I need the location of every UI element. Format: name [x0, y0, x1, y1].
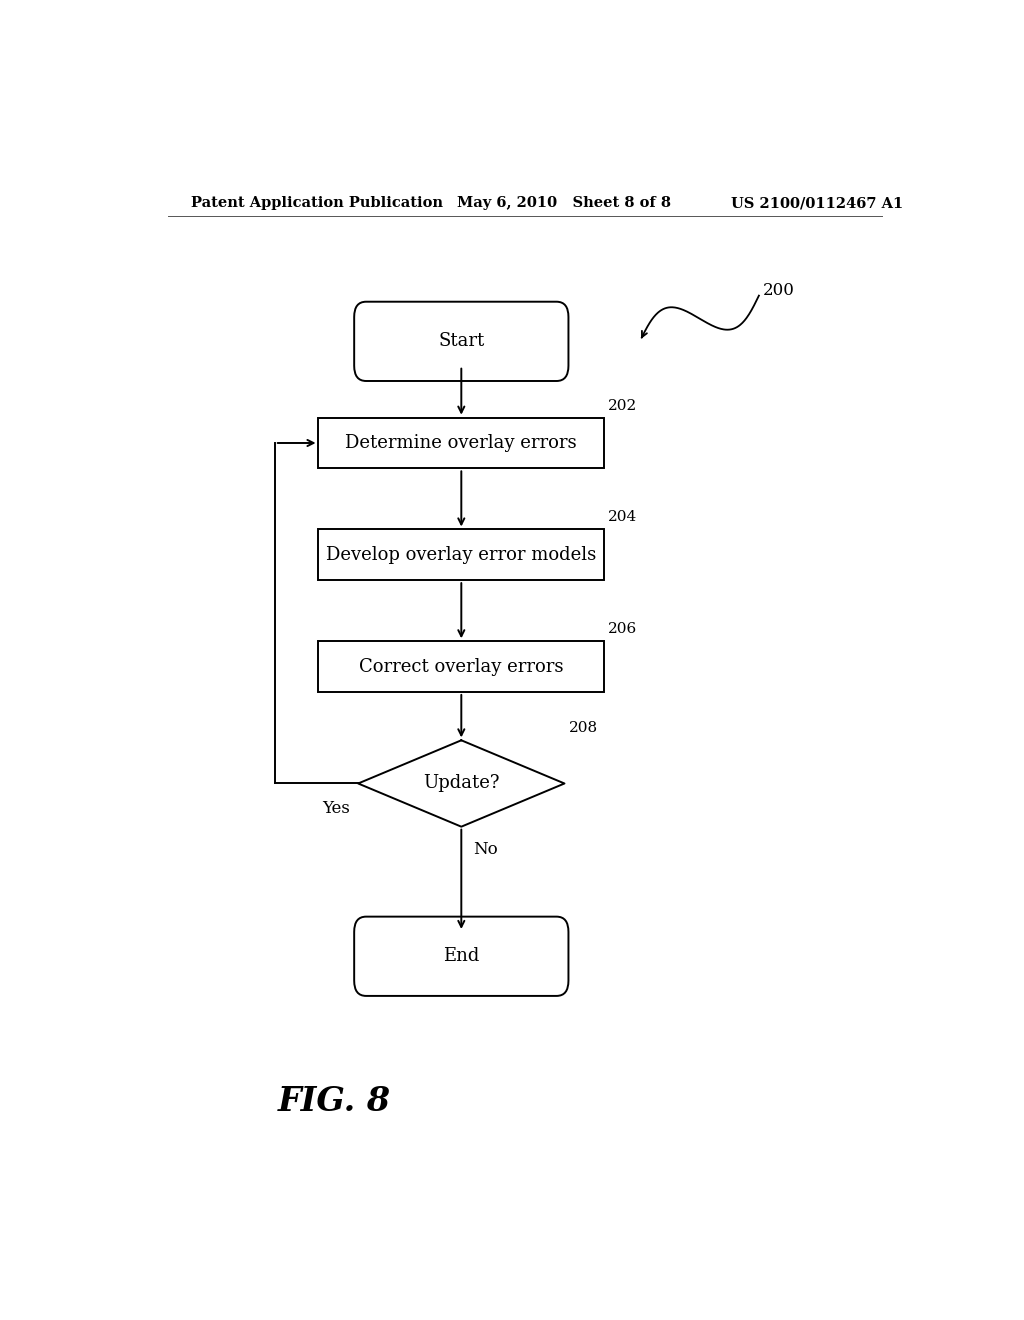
- Text: 202: 202: [608, 399, 637, 412]
- Bar: [318, 417, 604, 469]
- Polygon shape: [358, 741, 564, 826]
- Text: Patent Application Publication: Patent Application Publication: [191, 197, 443, 210]
- Text: Correct overlay errors: Correct overlay errors: [359, 657, 563, 676]
- Text: 204: 204: [608, 511, 637, 524]
- FancyBboxPatch shape: [354, 916, 568, 995]
- Bar: [318, 642, 604, 692]
- Text: May 6, 2010   Sheet 8 of 8: May 6, 2010 Sheet 8 of 8: [458, 197, 672, 210]
- Text: Yes: Yes: [323, 800, 350, 817]
- Text: 206: 206: [608, 622, 637, 636]
- Text: No: No: [473, 841, 498, 858]
- Text: 200: 200: [763, 282, 795, 300]
- Text: Update?: Update?: [423, 775, 500, 792]
- Text: FIG. 8: FIG. 8: [278, 1085, 391, 1118]
- Text: Develop overlay error models: Develop overlay error models: [327, 545, 596, 564]
- FancyBboxPatch shape: [354, 302, 568, 381]
- Text: 208: 208: [568, 721, 598, 735]
- Text: US 2100/0112467 A1: US 2100/0112467 A1: [731, 197, 903, 210]
- Bar: [318, 529, 604, 581]
- Text: End: End: [443, 948, 479, 965]
- Text: Start: Start: [438, 333, 484, 350]
- Text: Determine overlay errors: Determine overlay errors: [345, 434, 578, 451]
